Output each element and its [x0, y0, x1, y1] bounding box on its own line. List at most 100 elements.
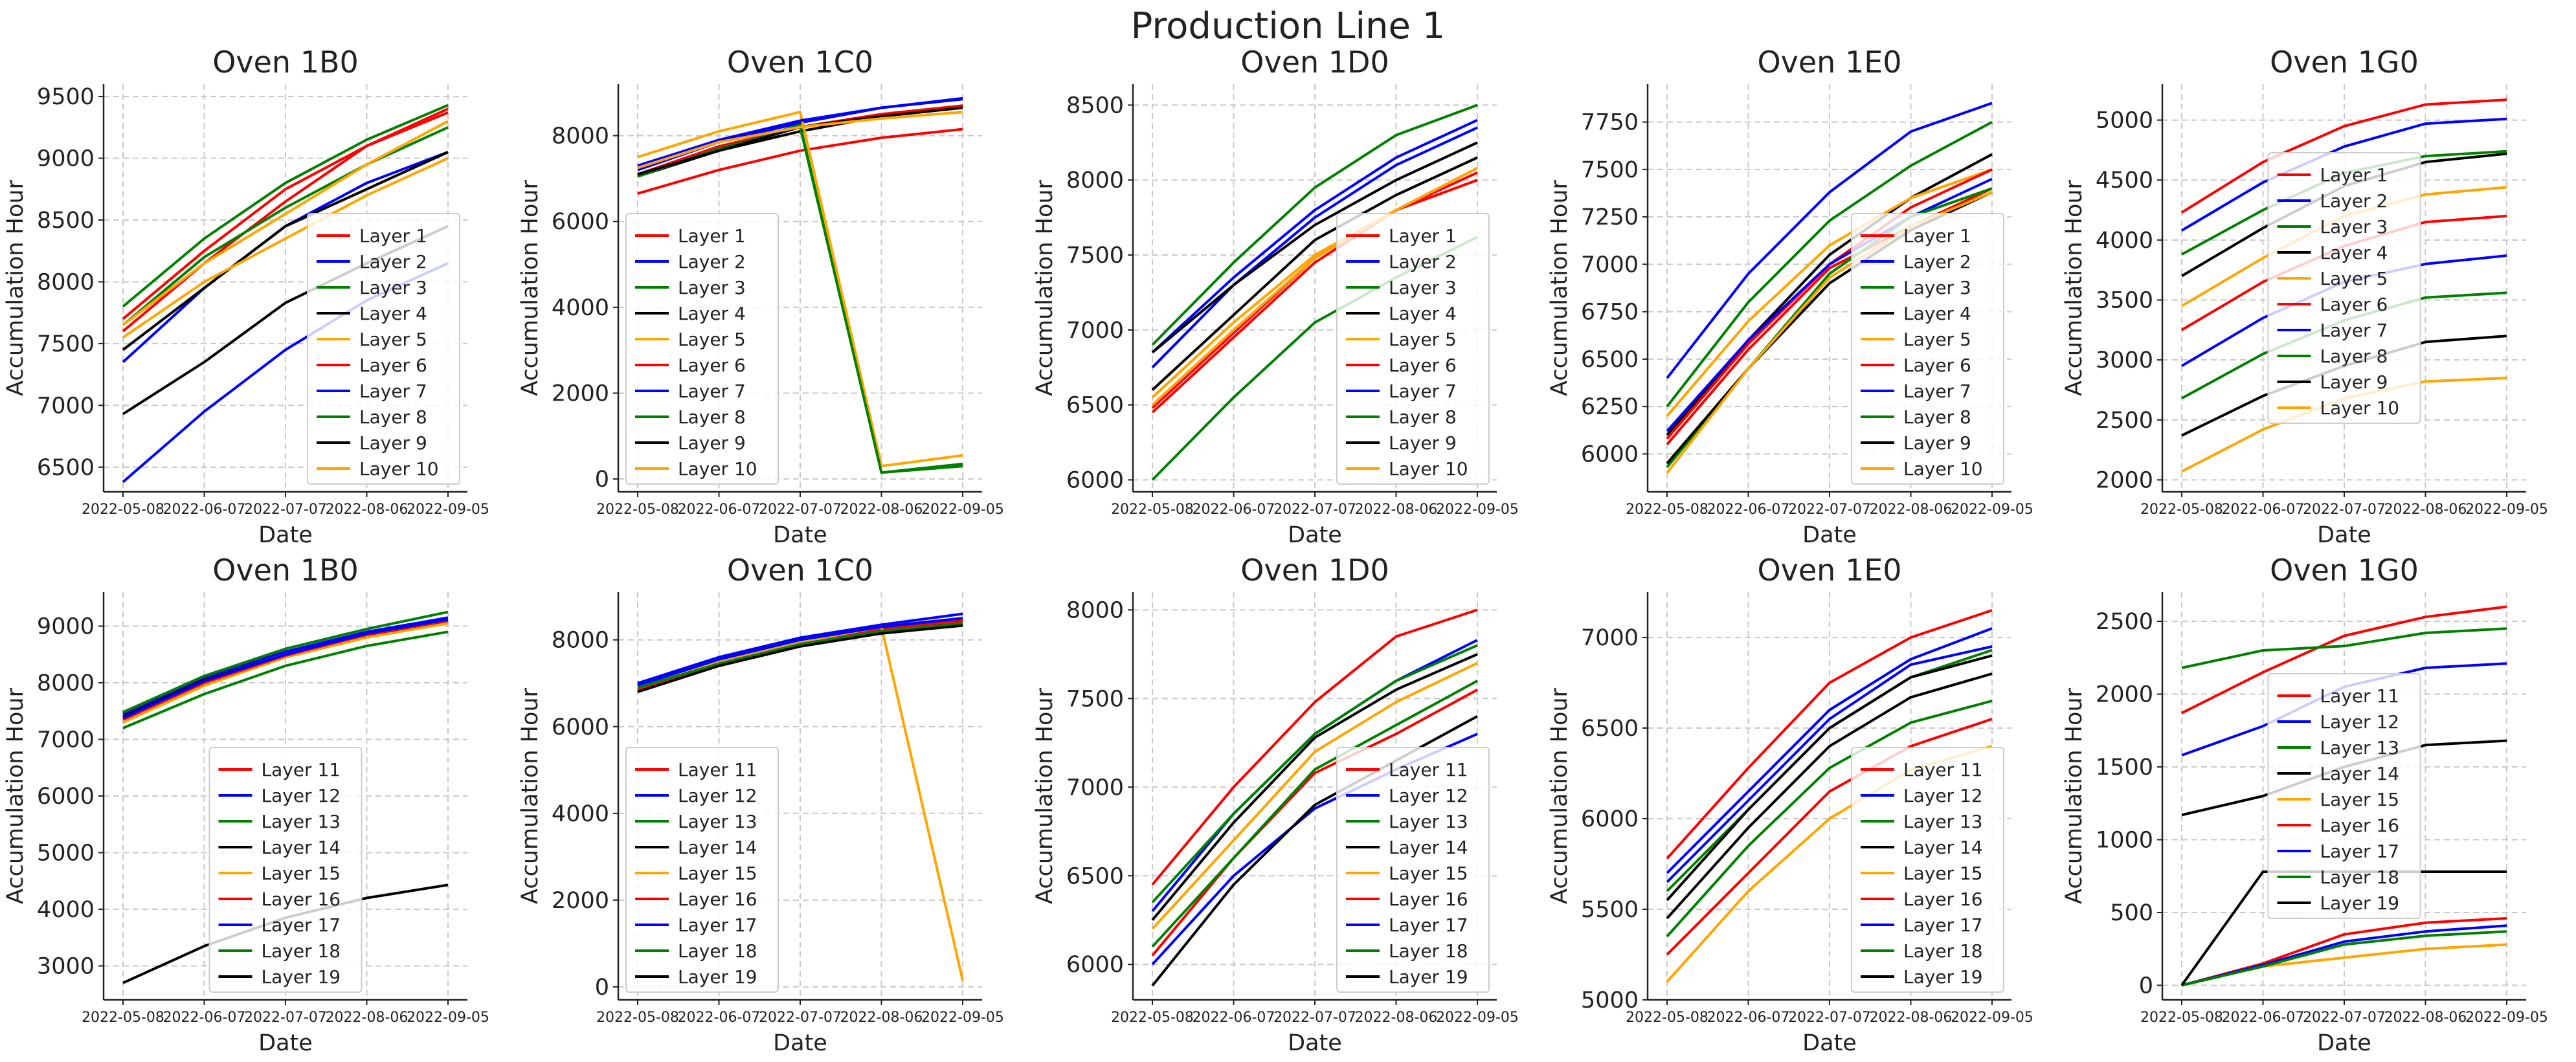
legend-label: Layer 15 — [262, 863, 341, 884]
y-tick-label: 8000 — [37, 670, 95, 696]
x-tick-label: 2022-09-05 — [921, 1010, 1004, 1026]
legend-label: Layer 15 — [1903, 863, 1983, 884]
y-tick-label: 6000 — [1066, 467, 1124, 493]
legend-label: Layer 3 — [1903, 277, 1971, 298]
series-line-layer-7 — [637, 96, 963, 167]
x-tick-label: 2022-06-07 — [2222, 1010, 2305, 1026]
subplot-7: Oven 1C0020004000600080002022-05-082022-… — [517, 553, 1004, 1056]
y-tick-label: 8000 — [1066, 168, 1124, 194]
legend-label: Layer 8 — [1389, 406, 1457, 428]
series-line-layer-13 — [122, 610, 449, 714]
legend-label: Layer 7 — [359, 381, 427, 402]
y-tick-label: 2000 — [552, 381, 609, 406]
subplot-3: Oven 1D0 6000 6500 7000 7500 8000 8500 2022-05-… — [1032, 45, 1519, 548]
x-tick-label: 2022-07-07 — [2303, 1010, 2386, 1026]
legend-label: Layer 19 — [678, 966, 757, 988]
y-tick-label: 8500 — [1066, 93, 1124, 118]
legend-label: Layer 2 — [2320, 190, 2388, 212]
x-tick-label: 2022-08-06 — [1355, 1010, 1438, 1026]
legend-label: Layer 17 — [262, 914, 341, 936]
legend-label: Layer 5 — [1903, 329, 1971, 350]
legend-label: Layer 11 — [262, 759, 341, 780]
x-tick-label: 2022-07-07 — [1273, 502, 1356, 518]
y-tick-label: 4000 — [2096, 228, 2153, 254]
legend-label: Layer 10 — [2320, 397, 2400, 419]
x-axis-label: Date — [773, 522, 827, 548]
y-tick-label: 6750 — [1581, 300, 1639, 326]
x-tick-label: 2022-07-07 — [759, 502, 842, 518]
legend-label: Layer 12 — [2320, 711, 2400, 733]
series-line-layer-16 — [1151, 688, 1478, 957]
y-tick-label: 5500 — [1581, 897, 1639, 923]
series-line-layer-7 — [1666, 177, 1993, 432]
legend: Layer 11 Layer 12 Layer 13 Layer 14 Layer 15… — [208, 747, 363, 993]
x-tick-label: 2022-09-05 — [1951, 1010, 2033, 1026]
y-tick-label: 6500 — [1066, 863, 1124, 889]
subplot-6: Oven 1B0 3000 4000 5000 6000 7000 8000 9000 2022… — [3, 553, 489, 1056]
series-line-layer-1 — [2180, 98, 2507, 214]
legend-label: Layer 16 — [678, 889, 757, 910]
x-tick-label: 2022-05-08 — [1111, 502, 1194, 518]
y-axis-label: Accumulation Hour — [1547, 179, 1573, 396]
y-tick-label: 1000 — [2096, 828, 2153, 854]
y-tick-label: 4000 — [552, 295, 609, 321]
x-tick-label: 2022-09-05 — [1951, 502, 2033, 518]
legend-label: Layer 14 — [1389, 837, 1468, 858]
legend-label: Layer 8 — [678, 406, 746, 428]
y-tick-label: 7000 — [1066, 775, 1124, 801]
y-tick-label: 500 — [2110, 900, 2153, 926]
legend-label: Layer 13 — [678, 811, 757, 832]
subplot-title: Oven 1C0 — [727, 45, 873, 80]
x-axis-label: Date — [773, 1030, 827, 1056]
y-tick-label: 6000 — [37, 784, 95, 810]
x-tick-label: 2022-07-07 — [244, 502, 327, 518]
series-line-layer-1 — [1151, 171, 1478, 414]
y-tick-label: 0 — [2139, 973, 2153, 999]
y-tick-label: 4000 — [552, 801, 609, 827]
series-line-layer-15 — [122, 622, 449, 724]
legend-label: Layer 15 — [1389, 863, 1468, 884]
series-line-layer-5 — [637, 111, 963, 468]
legend: Layer 11 Layer 12 Layer 13 Layer 14 Layer 15… — [2267, 673, 2421, 919]
legend-label: Layer 5 — [2320, 268, 2388, 289]
x-tick-label: 2022-06-07 — [163, 1010, 246, 1026]
y-tick-label: 2000 — [2096, 467, 2153, 493]
legend-label: Layer 1 — [1389, 225, 1457, 247]
x-tick-label: 2022-09-05 — [2465, 1010, 2548, 1026]
legend-label: Layer 7 — [1903, 381, 1971, 402]
legend-label: Layer 8 — [2320, 346, 2388, 367]
legend-label: Layer 13 — [262, 811, 341, 832]
y-tick-label: 3000 — [37, 954, 95, 980]
series-line-layer-11 — [2181, 605, 2507, 714]
series-line-layer-18 — [637, 622, 963, 689]
legend-label: Layer 16 — [262, 889, 341, 910]
series-line-layer-18 — [1151, 680, 1478, 948]
legend-label: Layer 1 — [2320, 164, 2388, 186]
legend-label: Layer 5 — [359, 329, 427, 350]
legend: Layer 1 Layer 2 Layer 3 Layer 4 Layer 5 Layer… — [1851, 213, 2004, 485]
x-axis-label: Date — [1802, 1030, 1857, 1056]
legend-label: Layer 6 — [678, 355, 746, 376]
subplot-title: Oven 1B0 — [212, 553, 359, 588]
legend-label: Layer 2 — [359, 251, 427, 272]
x-tick-label: 2022-09-05 — [1436, 1010, 1519, 1026]
y-tick-label: 6500 — [1066, 393, 1124, 419]
legend-label: Layer 17 — [1389, 914, 1468, 936]
legend: Layer 1 Layer 2 Layer 3 Layer 4 Layer 5 Layer… — [1336, 213, 1490, 485]
y-tick-label: 8000 — [1066, 597, 1124, 623]
x-tick-label: 2022-06-07 — [678, 502, 761, 518]
legend-label: Layer 19 — [1903, 966, 1983, 988]
legend-label: Layer 11 — [2320, 685, 2400, 707]
y-tick-label: 8500 — [37, 208, 95, 234]
y-tick-label: 6000 — [1581, 441, 1639, 467]
series-line-layer-5 — [1666, 168, 1993, 417]
legend-label: Layer 1 — [678, 225, 746, 247]
y-tick-label: 4500 — [2096, 168, 2153, 194]
legend-label: Layer 9 — [1389, 432, 1457, 454]
x-tick-label: 2022-08-06 — [840, 1010, 923, 1026]
subplot-title: Oven 1G0 — [2270, 553, 2419, 588]
legend-label: Layer 6 — [1389, 355, 1457, 376]
series-line-layer-18 — [122, 630, 449, 729]
series-line-layer-17 — [122, 618, 449, 720]
